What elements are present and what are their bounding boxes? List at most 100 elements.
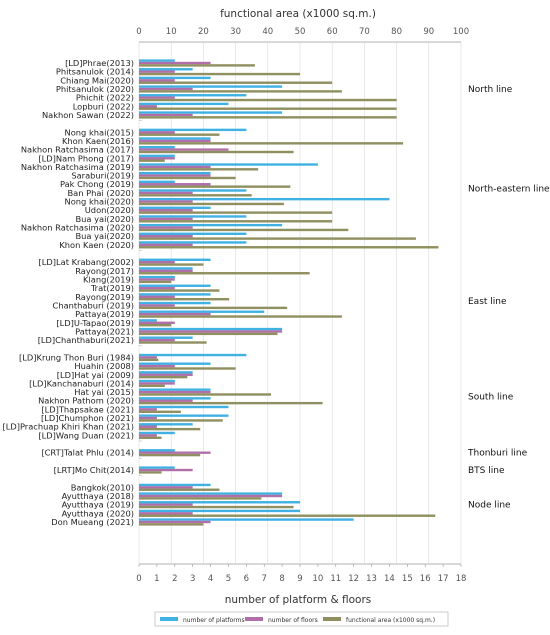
bar-platforms [139,397,211,400]
bar-row [139,197,390,206]
bar-area [139,159,165,162]
row-label: Phichit (2022) [76,93,134,103]
bottom-tick-label: 13 [366,574,377,584]
row-label: Udon(2020) [85,205,134,215]
bar-platforms [139,146,175,149]
bar-floors [139,451,211,454]
bar-area [139,81,333,84]
bottom-tick-label: 2 [172,574,177,584]
bar-platforms [139,76,211,80]
bar-platforms [139,501,300,504]
bar-area [139,228,349,232]
top-tick-label: 40 [262,27,273,37]
legend-label-area: functional area (x1000 sq.m.) [346,617,435,624]
bottom-tick-label: 12 [348,574,359,584]
bottom-tick-label: 1 [154,574,159,584]
bar-platforms [139,154,175,158]
top-tick-label: 10 [166,27,177,37]
bar-floors [139,87,193,91]
bar-area [139,488,220,491]
bar-row [139,232,416,240]
bar-platforms [139,509,300,513]
bar-platforms [139,353,247,357]
top-tick-label: 0 [136,27,141,37]
row-label: [LD]Phrae(2013) [65,58,134,68]
bar-row [139,501,300,509]
row-label: Trat(2019) [90,283,134,293]
row-label: [LD]Krung Thon Buri (1984) [19,352,134,362]
bar-floors [139,295,175,299]
bar-floors [139,356,157,359]
bar-platforms [139,267,193,270]
bar-floors [139,486,193,489]
bar-platforms [139,319,157,322]
row-label: Pattaya(2019) [75,309,134,319]
bar-platforms [139,371,193,374]
bar-row [139,241,439,249]
bars [139,59,439,526]
bar-area [139,341,207,344]
bar-platforms [139,180,175,184]
legend-swatch-area [323,617,341,621]
bar-platforms [139,59,175,62]
row-label: Khon Kaen (2020) [59,240,134,250]
row-label: [LD]Kanchanaburi (2014) [29,378,134,388]
bar-area [139,168,259,171]
row-label: Chanthaburi (2019) [53,300,134,310]
group-label: North-eastern line [468,185,550,195]
top-tick-label: 20 [198,27,209,37]
bottom-tick-label: 16 [420,574,431,584]
bar-row [139,518,354,526]
bar-floors [139,312,211,316]
bar-floors [139,321,175,324]
bar-row [139,379,175,388]
bottom-tick-label: 9 [297,574,302,584]
legend-swatch-platforms [160,617,178,621]
bar-platforms [139,431,175,435]
bar-area [139,185,291,188]
bar-row [139,146,294,154]
row-label: Pak Chong (2019) [60,179,134,189]
bar-area [139,64,255,67]
bar-row [139,94,397,102]
bar-area [139,393,272,396]
legend-label-platforms: number of platforms [183,617,245,624]
bar-floors [139,330,283,333]
row-label: Bua yai(2020) [75,231,134,241]
bar-area [139,324,172,327]
bar-row [139,68,300,76]
top-tick-label: 50 [295,27,306,37]
bar-row [139,353,247,362]
bar-area [139,220,333,223]
bar-floors [139,235,193,238]
bar-floors [139,243,193,247]
bar-row [139,388,272,396]
bar-platforms [139,449,175,452]
row-label: [LD]Nam Phong (2017) [38,153,134,163]
bar-row [139,483,220,491]
bar-floors [139,217,193,221]
row-label: [LD]Chumphon (2021) [41,413,134,423]
bar-area [139,427,201,431]
bar-area [139,289,220,292]
bar-platforms [139,102,229,106]
bar-floors [139,373,193,376]
bar-floors [139,434,157,437]
bar-floors [139,269,193,273]
bottom-axis-ticks: 0 1 2 3 4 5 6 7 8 9 10 11 12 13 14 15 16 17 18 [136,574,466,584]
bar-floors [139,174,211,177]
row-label: Huahin (2008) [74,361,134,371]
bar-row [139,76,333,84]
top-tick-label: 30 [230,27,241,37]
bar-row [139,154,175,162]
bar-area [139,150,294,154]
bar-platforms [139,362,211,365]
bar-area [139,280,172,284]
bar-platforms [139,293,211,296]
bottom-tick-label: 15 [402,574,413,584]
bar-area [139,211,333,214]
row-label: [LD]Lat Krabang(2002) [39,257,134,267]
bar-area [139,142,404,145]
bar-platforms [139,189,247,192]
row-label: [LRT]Mo Chit(2014) [54,465,134,475]
